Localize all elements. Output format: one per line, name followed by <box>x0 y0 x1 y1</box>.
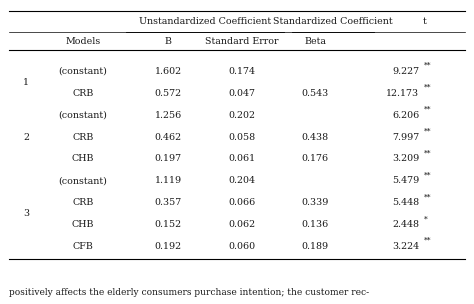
Text: **: ** <box>424 128 431 136</box>
Text: 0.060: 0.060 <box>228 242 255 251</box>
Text: 1.119: 1.119 <box>155 176 182 185</box>
Text: t: t <box>422 17 426 26</box>
Text: Standardized Coefficient: Standardized Coefficient <box>273 17 393 26</box>
Text: 7.997: 7.997 <box>392 133 419 142</box>
Text: (constant): (constant) <box>58 111 108 120</box>
Text: B: B <box>165 36 172 46</box>
Text: CHB: CHB <box>72 154 94 164</box>
Text: 0.462: 0.462 <box>155 133 182 142</box>
Text: positively affects the elderly consumers purchase intention; the customer rec-: positively affects the elderly consumers… <box>9 288 370 297</box>
Text: 0.438: 0.438 <box>301 133 329 142</box>
Text: 0.192: 0.192 <box>155 242 182 251</box>
Text: CRB: CRB <box>72 198 94 207</box>
Text: 1.256: 1.256 <box>155 111 182 120</box>
Text: CRB: CRB <box>72 89 94 98</box>
Text: 0.152: 0.152 <box>155 220 182 229</box>
Text: 0.572: 0.572 <box>155 89 182 98</box>
Text: 12.173: 12.173 <box>386 89 419 98</box>
Text: 6.206: 6.206 <box>392 111 419 120</box>
Text: **: ** <box>424 84 431 92</box>
Text: **: ** <box>424 171 431 179</box>
Text: 0.189: 0.189 <box>301 242 329 251</box>
Text: 0.136: 0.136 <box>301 220 329 229</box>
Text: 0.062: 0.062 <box>228 220 255 229</box>
Text: 0.174: 0.174 <box>228 67 255 76</box>
Text: 0.066: 0.066 <box>228 198 255 207</box>
Text: 5.448: 5.448 <box>392 198 419 207</box>
Text: 9.227: 9.227 <box>392 67 419 76</box>
Text: 0.176: 0.176 <box>301 154 329 164</box>
Text: 5.479: 5.479 <box>392 176 419 185</box>
Text: **: ** <box>424 62 431 70</box>
Text: (constant): (constant) <box>58 176 108 185</box>
Text: **: ** <box>424 193 431 201</box>
Text: 0.061: 0.061 <box>228 154 255 164</box>
Text: Beta: Beta <box>304 36 326 46</box>
Text: **: ** <box>424 237 431 245</box>
Text: Models: Models <box>65 36 100 46</box>
Text: 0.058: 0.058 <box>228 133 255 142</box>
Text: 0.202: 0.202 <box>228 111 255 120</box>
Text: 0.204: 0.204 <box>228 176 255 185</box>
Text: **: ** <box>424 106 431 114</box>
Text: 3: 3 <box>23 209 29 218</box>
Text: 3.224: 3.224 <box>392 242 419 251</box>
Text: 1.602: 1.602 <box>155 67 182 76</box>
Text: 0.339: 0.339 <box>301 198 329 207</box>
Text: 0.357: 0.357 <box>155 198 182 207</box>
Text: 2.448: 2.448 <box>392 220 419 229</box>
Text: **: ** <box>424 150 431 157</box>
Text: *: * <box>424 215 428 223</box>
Text: CRB: CRB <box>72 133 94 142</box>
Text: CFB: CFB <box>73 242 93 251</box>
Text: CHB: CHB <box>72 220 94 229</box>
Text: 0.197: 0.197 <box>155 154 182 164</box>
Text: 0.047: 0.047 <box>228 89 255 98</box>
Text: (constant): (constant) <box>58 67 108 76</box>
Text: Standard Error: Standard Error <box>205 36 279 46</box>
Text: 3.209: 3.209 <box>392 154 419 164</box>
Text: 1: 1 <box>23 78 29 87</box>
Text: 0.543: 0.543 <box>301 89 329 98</box>
Text: Unstandardized Coefficient: Unstandardized Coefficient <box>139 17 271 26</box>
Text: 2: 2 <box>23 133 29 142</box>
